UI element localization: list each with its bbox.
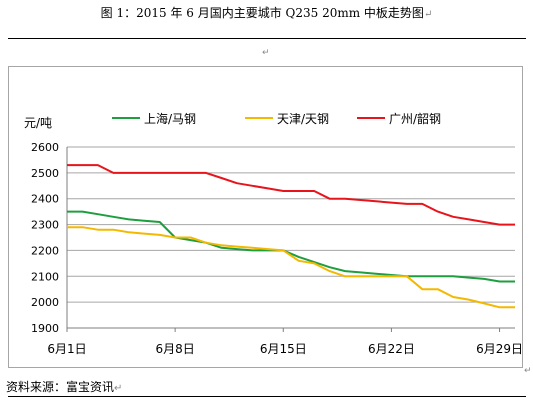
y-axis-label: 元/吨: [24, 116, 52, 130]
series-lines: [67, 164, 515, 309]
source-text: 资料来源：富宝资讯: [6, 380, 115, 394]
legend-label: 天津/天钢: [277, 112, 329, 126]
paragraph-mark: ↵: [114, 383, 123, 394]
x-tick-label: 6月1日: [47, 342, 86, 356]
bottom-rule: [8, 396, 526, 397]
legend-label: 上海/马钢: [144, 111, 196, 126]
y-tick-label: 2300: [31, 219, 59, 232]
y-tick-label: 2600: [31, 141, 59, 154]
x-tick-label: 6月8日: [155, 342, 194, 356]
y-tick-label: 2500: [31, 167, 59, 180]
caption-text: 图 1：2015 年 6 月国内主要城市 Q235 20mm 中板走势图: [100, 6, 424, 20]
x-tick-label: 6月29日: [476, 342, 523, 356]
legend: 上海/马钢 天津/天钢 广州/韶钢: [112, 111, 441, 126]
paragraph-mark: ↵: [262, 48, 270, 58]
top-rule: [8, 38, 526, 39]
series-line: [67, 226, 515, 309]
chart-frame: [8, 66, 523, 368]
x-tick-label: 6月22日: [368, 342, 415, 356]
x-tick-labels: 6月1日 6月8日 6月15日 6月22日 6月29日: [47, 342, 523, 356]
series-line: [67, 164, 515, 226]
y-tick-label: 2000: [31, 296, 59, 309]
y-tick-label: 2100: [31, 270, 59, 283]
legend-label: 广州/韶钢: [389, 111, 441, 126]
y-tick-label: 2200: [31, 244, 59, 257]
paragraph-mark: ↵: [423, 9, 433, 20]
paragraph-mark: ↵: [524, 366, 532, 376]
axes: [66, 147, 515, 332]
series-line: [67, 210, 515, 283]
y-tick-labels: 1900 2000 2100 2200 2300 2400 2500 2600: [31, 141, 59, 335]
source-note: 资料来源：富宝资讯↵: [6, 378, 122, 395]
figure-caption: 图 1：2015 年 6 月国内主要城市 Q235 20mm 中板走势图↵: [0, 4, 533, 21]
y-tick-label: 2400: [31, 193, 59, 206]
y-tick-label: 1900: [31, 322, 59, 335]
grid-lines: [67, 146, 515, 303]
x-tick-label: 6月15日: [260, 342, 307, 356]
